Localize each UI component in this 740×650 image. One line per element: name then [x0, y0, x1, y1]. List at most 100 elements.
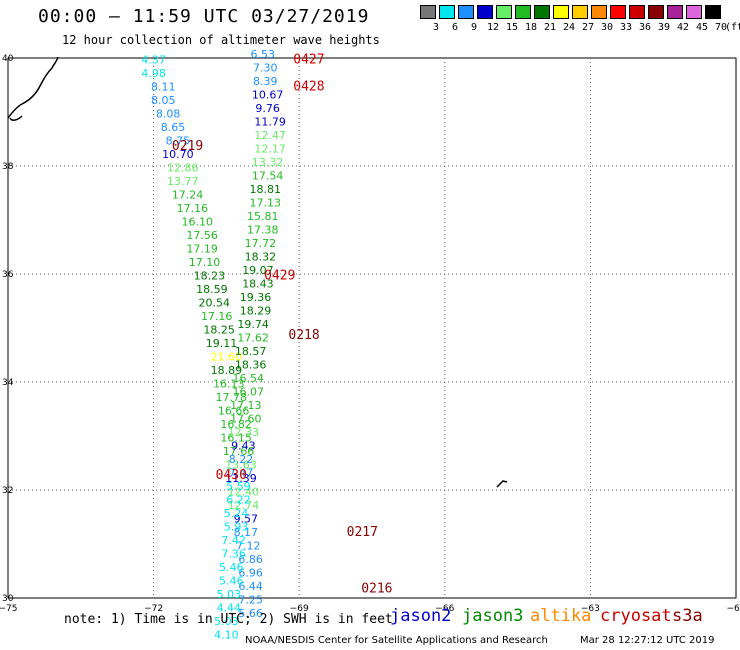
scale-label: 6: [451, 22, 459, 33]
wave-height-reading: 16.54: [232, 372, 264, 385]
scale-swatch: [572, 5, 588, 19]
scale-swatch: [686, 5, 702, 19]
wave-height-reading: 17.13: [249, 197, 281, 210]
wave-height-reading: 4.98: [141, 67, 166, 80]
wave-height-reading: 7.12: [236, 539, 261, 552]
lat-tick-label: 32: [2, 486, 13, 496]
pass-time-label: 0219: [172, 139, 203, 154]
map-title: 00:00 – 11:59 UTC 03/27/2019: [38, 6, 370, 27]
wave-height-reading: 11.79: [254, 116, 286, 129]
satellite-legend-item: altika: [530, 606, 592, 626]
wave-height-reading: 18.59: [196, 283, 228, 296]
wave-height-reading: 7.30: [253, 62, 278, 75]
wave-height-reading: 17.24: [172, 188, 204, 201]
bermuda-island: [496, 480, 508, 488]
wave-height-reading: 19.11: [206, 337, 238, 350]
credit-line: NOAA/NESDIS Center for Satellite Applica…: [245, 635, 548, 646]
wave-height-reading: 7.42: [221, 534, 246, 547]
wave-height-reading: 17.72: [245, 237, 277, 250]
wave-height-reading: 7.25: [238, 593, 263, 606]
wave-height-reading: 4.10: [214, 629, 239, 642]
wave-height-reading: 8.75: [166, 134, 191, 147]
wave-height-reading: 10.70: [162, 148, 194, 161]
wave-height-reading: 7.47: [229, 467, 254, 480]
wave-height-reading: 13.77: [167, 175, 199, 188]
wave-height-reading: 9.76: [255, 102, 280, 115]
coastline: [7, 56, 59, 121]
scale-swatch: [667, 5, 683, 19]
wave-height-reading: 5.46: [219, 561, 244, 574]
map-subtitle: 12 hour collection of altimeter wave hei…: [62, 33, 380, 47]
wave-height-reading: 9.43: [231, 440, 256, 453]
wave-height-reading: 18.43: [242, 278, 274, 291]
wave-height-reading: 12.47: [254, 129, 286, 142]
wave-height-reading: 10.67: [252, 89, 284, 102]
wave-height-reading: 19.74: [237, 318, 269, 331]
wave-height-reading: 13.63: [225, 458, 257, 471]
scale-label: 3: [432, 22, 440, 33]
wave-height-reading: 12.86: [167, 161, 199, 174]
scale-label: 45: [695, 22, 709, 33]
wave-height-reading: 17.10: [189, 256, 221, 269]
satellite-legend-item: jason2: [390, 606, 452, 626]
lon-tick-label: −72: [144, 604, 163, 614]
wave-height-reading: 18.81: [249, 183, 281, 196]
lat-tick-label: 34: [2, 378, 14, 388]
wave-height-reading: 16.07: [232, 386, 264, 399]
wave-height-reading: 16.15: [220, 431, 252, 444]
wave-height-reading: 6.22: [226, 494, 251, 507]
lat-tick-label: 30: [2, 594, 14, 604]
satellite-legend-item: jason3: [462, 606, 524, 626]
pass-time-label: 0430: [216, 468, 247, 483]
scale-label: 24: [562, 22, 576, 33]
wave-height-reading: 19.36: [240, 291, 272, 304]
lon-tick-label: −66: [435, 604, 454, 614]
wave-height-reading: 16.82: [220, 418, 252, 431]
scale-label: 15: [505, 22, 519, 33]
scale-label: 21: [543, 22, 557, 33]
wave-height-reading: 7.36: [221, 548, 246, 561]
scale-label: 9: [470, 22, 478, 33]
wave-height-reading: 5.66: [238, 607, 263, 620]
wave-height-reading: 6.86: [238, 553, 263, 566]
wave-height-reading: 17.56: [186, 229, 218, 242]
wave-height-reading: 12.40: [228, 485, 260, 498]
wave-height-reading: 15.81: [247, 210, 279, 223]
wave-height-reading: 9.57: [234, 512, 259, 525]
wave-height-reading: 18.89: [211, 364, 243, 377]
scale-label: 12: [486, 22, 500, 33]
pass-time-label: 0218: [288, 328, 319, 343]
scale-swatch: [648, 5, 664, 19]
scale-swatch: [439, 5, 455, 19]
pass-time-label: 0216: [361, 582, 392, 597]
lat-tick-label: 40: [2, 54, 14, 64]
wave-height-reading: 16.66: [218, 404, 250, 417]
wave-height-reading: 8.05: [151, 94, 176, 107]
wave-height-reading: 11.39: [225, 472, 257, 485]
map-frame: [7, 57, 737, 599]
wave-height-reading: 12.74: [228, 499, 260, 512]
scale-swatch: [534, 5, 550, 19]
scale-swatch: [591, 5, 607, 19]
wave-height-reading: 8.39: [253, 75, 278, 88]
scale-swatch: [477, 5, 493, 19]
scale-swatch: [705, 5, 721, 19]
scale-swatch: [629, 5, 645, 19]
scale-label: 33: [619, 22, 633, 33]
wave-height-reading: 19.07: [242, 264, 274, 277]
wave-height-reading: 13.32: [252, 156, 284, 169]
wave-height-reading: 17.38: [247, 224, 279, 237]
pass-time-label: 0427: [293, 52, 324, 67]
wave-height-reading: 17.16: [201, 310, 233, 323]
lat-tick-label: 38: [2, 162, 14, 172]
wave-height-reading: 12.17: [254, 143, 286, 156]
lon-tick-label: −75: [0, 604, 18, 614]
wave-height-reading: 8.08: [156, 107, 181, 120]
wave-height-reading: 8.65: [161, 121, 186, 134]
wave-height-reading: 17.78: [216, 391, 248, 404]
wave-height-reading: 17.54: [252, 170, 284, 183]
wave-height-reading: 17.13: [230, 399, 262, 412]
wave-height-reading: 8.11: [151, 80, 176, 93]
scale-swatch: [553, 5, 569, 19]
generation-timestamp: Mar 28 12:27:12 UTC 2019: [580, 635, 715, 646]
